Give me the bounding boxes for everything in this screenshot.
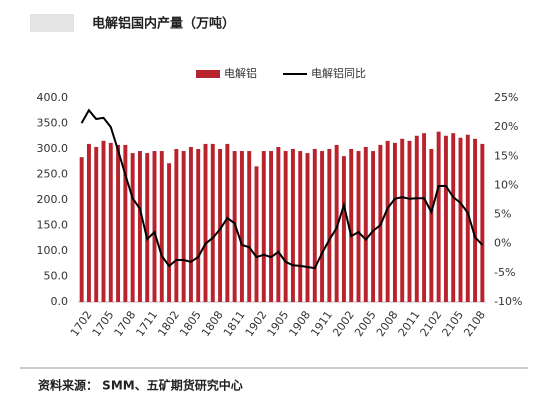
bar — [356, 151, 361, 302]
bar — [261, 151, 266, 302]
bar — [254, 166, 259, 302]
legend-label: 电解铝同比 — [311, 66, 366, 80]
y-tick-label: 150.0 — [37, 219, 69, 232]
bar — [123, 144, 128, 302]
source: 资料来源： SMM、五矿期货研究中心 — [38, 378, 243, 393]
bar — [225, 143, 230, 302]
bar — [443, 135, 448, 302]
bar — [86, 143, 91, 302]
bar — [159, 151, 164, 302]
y2-tick-label: 5% — [494, 208, 511, 221]
y2-tick-label: 25% — [494, 91, 518, 104]
bar — [298, 151, 303, 302]
bar — [152, 151, 157, 302]
bar — [305, 153, 310, 302]
bar — [465, 134, 470, 302]
bar — [188, 146, 193, 302]
bar — [458, 137, 463, 302]
bar — [167, 163, 172, 302]
bar — [429, 149, 434, 302]
bar — [422, 133, 427, 302]
bar — [130, 153, 135, 302]
bar — [137, 151, 142, 302]
x-tick-label: 1708 — [112, 309, 139, 339]
x-tick-label: 1702 — [68, 309, 95, 339]
bar — [363, 146, 368, 302]
bar — [312, 149, 317, 302]
bar — [385, 140, 390, 302]
x-tick-label: 1805 — [177, 309, 204, 339]
bar — [414, 135, 419, 302]
x-tick-label: 2005 — [352, 309, 379, 339]
bar — [181, 151, 186, 302]
y-tick-label: 350.0 — [37, 117, 69, 130]
bar — [145, 153, 150, 302]
bar — [436, 131, 441, 302]
logo-blur — [30, 14, 74, 32]
y2-tick-label: 15% — [494, 149, 518, 162]
y-tick-label: 0.0 — [51, 295, 69, 308]
bar — [276, 146, 281, 302]
bar — [108, 142, 113, 302]
bar — [349, 149, 354, 302]
x-tick-label: 1911 — [308, 309, 335, 339]
bar — [101, 140, 106, 302]
bar — [290, 149, 295, 302]
x-tick-label: 2008 — [374, 309, 401, 339]
x-tick-label: 1711 — [133, 309, 160, 339]
bar — [334, 144, 339, 302]
y-tick-label: 100.0 — [37, 244, 69, 257]
x-tick-label: 1811 — [221, 309, 248, 339]
bar — [451, 133, 456, 302]
bar — [174, 149, 179, 302]
legend-label: 电解铝 — [224, 66, 257, 80]
bar — [218, 149, 223, 302]
bar — [210, 143, 215, 302]
x-tick-label: 2002 — [330, 309, 357, 339]
bar — [116, 144, 121, 302]
bar — [239, 151, 244, 302]
x-tick-label: 2105 — [439, 309, 466, 339]
y-tick-label: 250.0 — [37, 168, 69, 181]
y-tick-label: 50.0 — [44, 270, 69, 283]
x-tick-label: 1705 — [90, 309, 117, 339]
y2-tick-label: -10% — [494, 295, 522, 308]
bar — [247, 151, 252, 302]
bar — [400, 138, 405, 302]
bar — [371, 151, 376, 302]
bar — [196, 149, 201, 302]
bar — [269, 151, 274, 302]
bar — [473, 138, 478, 302]
y2-tick-label: 10% — [494, 178, 518, 191]
bar — [407, 140, 412, 302]
x-tick-label: 2108 — [461, 309, 488, 339]
bar — [327, 149, 332, 302]
y-tick-label: 200.0 — [37, 193, 69, 206]
bar — [79, 157, 84, 302]
line — [80, 108, 484, 270]
x-tick-label: 1902 — [243, 309, 270, 339]
bar — [203, 143, 208, 302]
bar — [283, 151, 288, 302]
y2-tick-label: 20% — [494, 120, 518, 133]
y2-tick-label: 0% — [494, 237, 511, 250]
y-tick-label: 400.0 — [37, 91, 69, 104]
x-tick-label: 2011 — [396, 309, 423, 339]
x-tick-label: 1808 — [199, 309, 226, 339]
y2-tick-label: -5% — [494, 266, 515, 279]
x-tick-label: 2102 — [418, 309, 445, 339]
x-tick-label: 1905 — [265, 309, 292, 339]
legend-swatch — [196, 70, 220, 78]
bar — [480, 143, 485, 302]
bar — [320, 151, 325, 302]
bar — [341, 156, 346, 302]
bar — [392, 142, 397, 302]
chart-title: 电解铝国内产量（万吨） — [92, 16, 235, 32]
x-tick-label: 1802 — [155, 309, 182, 339]
y-tick-label: 300.0 — [37, 142, 69, 155]
x-tick-label: 1908 — [286, 309, 313, 339]
bar — [94, 146, 99, 302]
